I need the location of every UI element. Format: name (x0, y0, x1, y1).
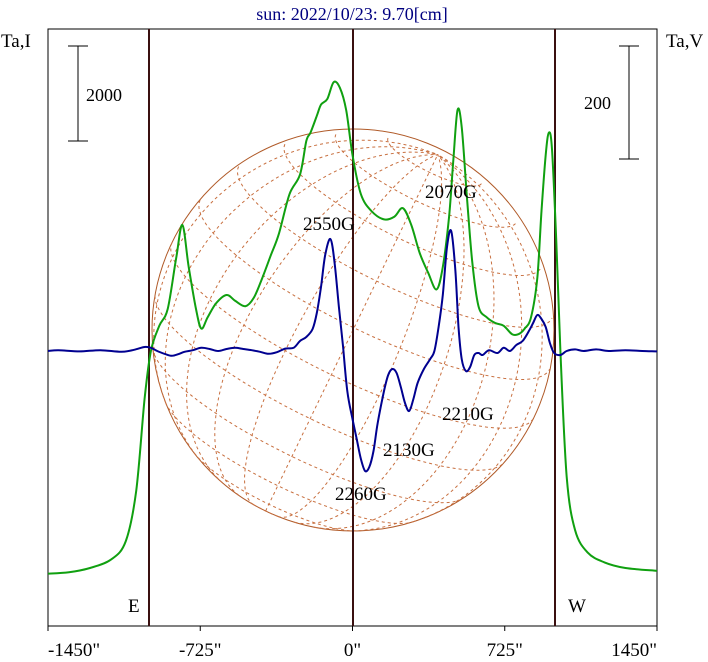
chart-title: sun: 2022/10/23: 9.70[cm] (256, 4, 448, 24)
latitude-line (236, 166, 553, 328)
scale-bar-left-label: 2000 (86, 85, 122, 105)
x-tick-label: 1450" (611, 640, 657, 661)
west-limb-label: W (568, 596, 586, 617)
scale-bar-left (68, 45, 88, 142)
latitude-line (334, 134, 518, 228)
x-tick-label: -1450" (48, 640, 100, 661)
limb-lines (148, 29, 556, 626)
latitude-line (152, 348, 463, 504)
polarization-curve (47, 229, 658, 473)
intensity-curve (47, 80, 658, 575)
scale-bar-right-label: 200 (584, 93, 611, 113)
x-tick-label: -725" (179, 640, 222, 661)
series-layer (47, 80, 658, 575)
x-tick-label: 725" (487, 640, 523, 661)
longitude-line (294, 154, 465, 525)
east-limb-label: E (128, 596, 140, 617)
field-label-2260g: 2260G (335, 484, 387, 505)
longitude-line (186, 151, 438, 484)
right-axis-label: Ta,V (666, 31, 703, 52)
x-tick-label: 0" (344, 640, 361, 661)
longitude-line (265, 154, 439, 512)
longitude-line (412, 154, 543, 523)
field-label-2210g: 2210G (442, 404, 494, 425)
field-label-2130g: 2130G (383, 440, 435, 461)
longitude-line (352, 154, 523, 532)
longitude-line (214, 154, 438, 496)
latitude-line (387, 137, 483, 187)
x-axis-ticks: -1450" -725" 0" 725" 1450" (47, 626, 658, 661)
longitude-line (153, 139, 438, 403)
longitude-line (164, 146, 438, 456)
longitude-line (314, 154, 495, 530)
scale-bar-right (619, 45, 639, 160)
field-label-2550g: 2550G (303, 214, 355, 235)
solar-disk (151, 128, 555, 532)
field-label-2070g: 2070G (425, 182, 477, 203)
left-axis-label: Ta,I (1, 31, 31, 52)
disk-grid (152, 134, 553, 532)
latitude-line (165, 402, 413, 525)
